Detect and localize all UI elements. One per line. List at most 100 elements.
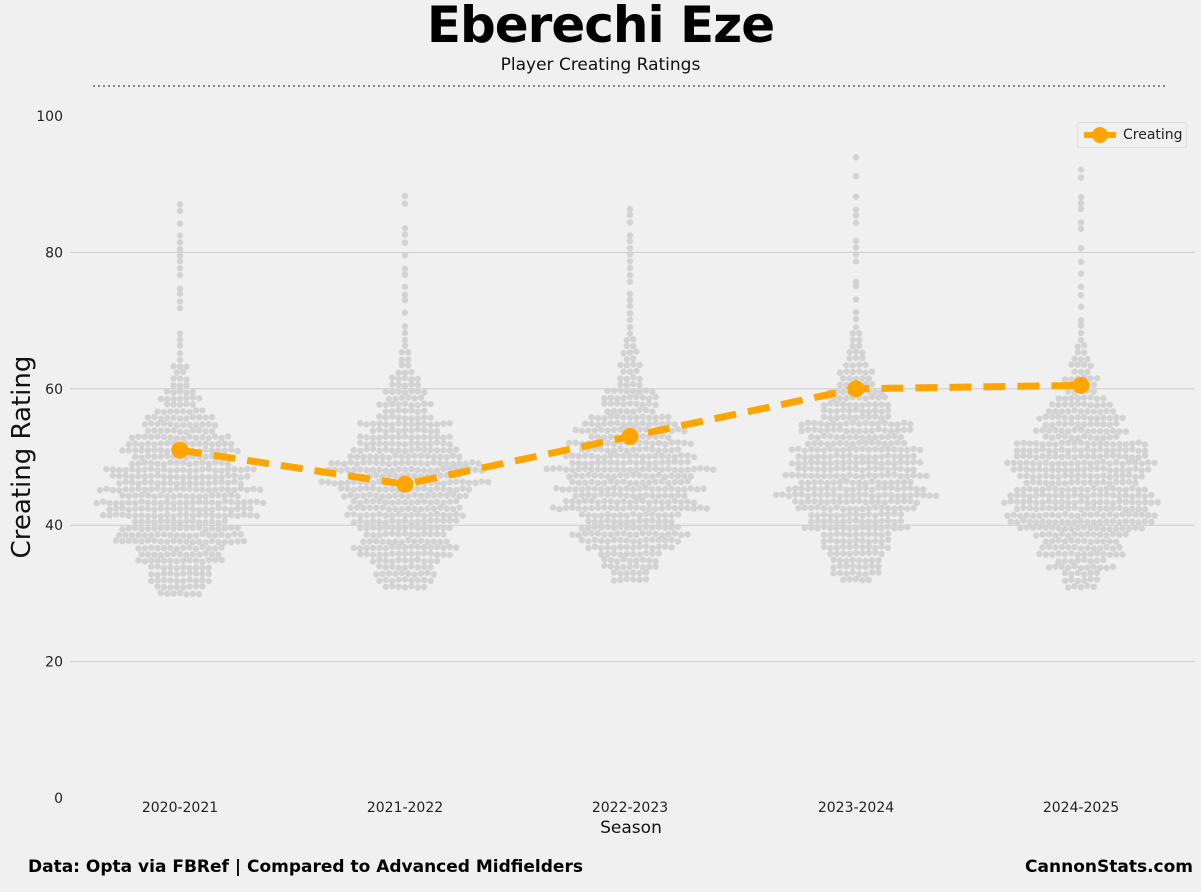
swarm-point bbox=[1109, 505, 1117, 512]
swarm-point bbox=[852, 549, 860, 557]
swarm-point bbox=[601, 395, 608, 402]
swarm-point bbox=[1081, 511, 1088, 518]
swarm-point bbox=[205, 556, 212, 564]
swarm-point bbox=[1074, 343, 1082, 350]
swarm-point bbox=[116, 480, 123, 487]
swarm-point bbox=[836, 498, 844, 505]
swarm-point bbox=[401, 400, 409, 407]
swarm-point bbox=[363, 550, 370, 558]
swarm-point bbox=[585, 485, 592, 492]
swarm-point bbox=[151, 427, 158, 434]
swarm-point bbox=[836, 369, 844, 376]
swarm-point bbox=[1084, 368, 1091, 376]
swarm-point bbox=[112, 500, 120, 507]
swarm-point bbox=[360, 453, 367, 461]
swarm-point bbox=[164, 388, 171, 395]
legend-label: Creating bbox=[1123, 127, 1183, 143]
swarm-point bbox=[401, 433, 409, 440]
swarm-point bbox=[1093, 511, 1101, 518]
swarm-point bbox=[132, 505, 139, 512]
swarm-point bbox=[427, 421, 434, 428]
swarm-point bbox=[865, 375, 872, 382]
swarm-point bbox=[167, 584, 174, 591]
swarm-point bbox=[785, 492, 792, 500]
swarm-point bbox=[626, 278, 634, 285]
swarm-point bbox=[427, 440, 434, 447]
swarm-point bbox=[376, 466, 383, 473]
swarm-point bbox=[649, 536, 656, 544]
swarm-point bbox=[1045, 408, 1053, 415]
swarm-point bbox=[247, 512, 254, 519]
swarm-point bbox=[1055, 466, 1062, 474]
swarm-point bbox=[617, 518, 624, 526]
swarm-point bbox=[244, 465, 251, 473]
swarm-point bbox=[424, 452, 431, 460]
swarm-point bbox=[401, 309, 409, 316]
swarm-point bbox=[228, 538, 235, 546]
swarm-point bbox=[582, 497, 589, 505]
swarm-point bbox=[888, 440, 895, 447]
swarm-point bbox=[395, 518, 402, 525]
swarm-point bbox=[852, 472, 860, 480]
swarm-point bbox=[443, 453, 450, 461]
swarm-point bbox=[1077, 329, 1085, 337]
swarm-point bbox=[1061, 480, 1069, 487]
swarm-point bbox=[465, 486, 473, 493]
swarm-point bbox=[389, 421, 396, 429]
swarm-point bbox=[1103, 518, 1110, 525]
swarm-point bbox=[623, 485, 630, 492]
swarm-point bbox=[588, 478, 595, 486]
swarm-point bbox=[408, 420, 415, 428]
swarm-point bbox=[1077, 485, 1085, 493]
swarm-point bbox=[1119, 472, 1126, 480]
swarm-point bbox=[878, 525, 885, 532]
swarm-point bbox=[827, 544, 834, 552]
swarm-point bbox=[1138, 473, 1146, 480]
swarm-point bbox=[604, 387, 611, 395]
swarm-point bbox=[1074, 569, 1082, 577]
swarm-point bbox=[1106, 401, 1114, 408]
swarm-point bbox=[208, 525, 216, 532]
swarm-point bbox=[865, 471, 872, 479]
swarm-point bbox=[424, 460, 431, 467]
swarm-point bbox=[160, 583, 168, 591]
swarm-point bbox=[401, 192, 409, 200]
swarm-point bbox=[1055, 401, 1062, 409]
swarm-point bbox=[196, 493, 203, 500]
swarm-point bbox=[872, 504, 879, 511]
swarm-point bbox=[1055, 524, 1062, 532]
swarm-point bbox=[1061, 401, 1069, 408]
swarm-point bbox=[125, 506, 132, 513]
swarm-point bbox=[237, 531, 244, 538]
swarm-point bbox=[382, 446, 389, 453]
swarm-point bbox=[859, 518, 866, 526]
swarm-point bbox=[170, 395, 177, 403]
swarm-point bbox=[804, 426, 812, 433]
swarm-point bbox=[144, 492, 152, 499]
swarm-points bbox=[93, 154, 1162, 598]
swarm-point bbox=[868, 562, 876, 570]
swarm-point bbox=[376, 486, 383, 493]
swarm-point bbox=[865, 518, 872, 525]
swarm-point bbox=[192, 564, 200, 571]
swarm-point bbox=[395, 420, 402, 427]
swarm-point bbox=[1052, 426, 1059, 434]
swarm-point bbox=[453, 510, 460, 518]
swarm-point bbox=[642, 492, 650, 499]
swarm-point bbox=[836, 557, 844, 564]
swarm-point bbox=[582, 465, 589, 473]
swarm-point bbox=[1113, 458, 1120, 466]
swarm-point bbox=[636, 388, 643, 396]
swarm-point bbox=[865, 549, 872, 557]
swarm-point bbox=[421, 467, 428, 474]
swarm-point bbox=[212, 422, 219, 429]
swarm-point bbox=[623, 375, 630, 383]
swarm-point bbox=[164, 400, 171, 408]
swarm-point bbox=[630, 524, 637, 531]
swarm-point bbox=[1023, 479, 1030, 487]
swarm-point bbox=[427, 486, 434, 493]
swarm-point bbox=[148, 531, 155, 539]
swarm-point bbox=[353, 460, 361, 468]
swarm-point bbox=[932, 492, 940, 499]
swarm-point bbox=[859, 550, 866, 557]
